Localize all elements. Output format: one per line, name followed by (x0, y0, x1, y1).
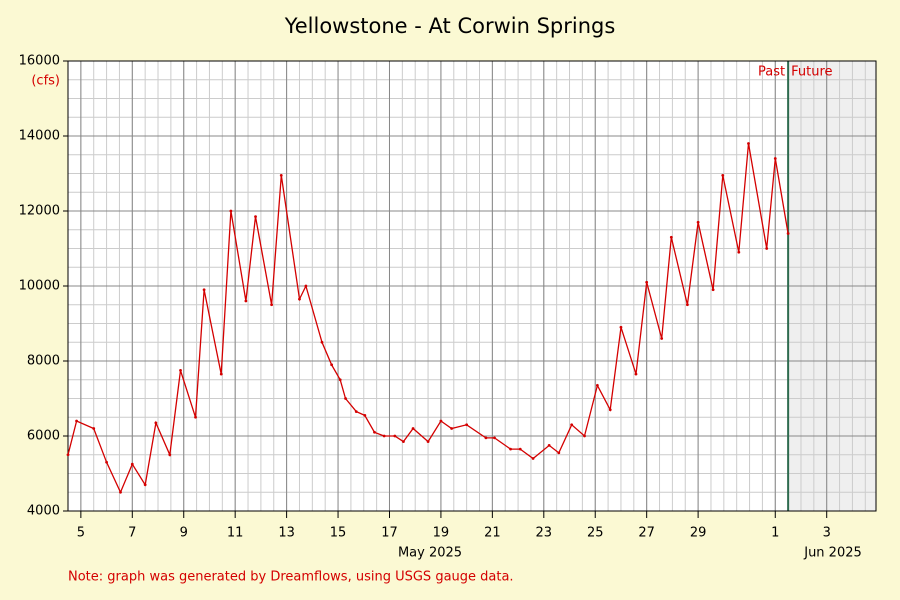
data-point (270, 303, 274, 307)
data-point (583, 434, 586, 438)
data-point (304, 284, 308, 288)
data-point (531, 457, 535, 460)
data-point (696, 220, 700, 224)
y-axis-label: (cfs) (31, 74, 60, 89)
x-tick-label: 27 (638, 526, 655, 541)
data-point (194, 415, 197, 419)
data-point (660, 337, 664, 340)
y-tick-label: 10000 (19, 279, 60, 294)
x-tick-label: 7 (128, 526, 136, 541)
y-tick-label: 12000 (19, 204, 60, 219)
data-point (669, 235, 673, 239)
data-point (320, 340, 324, 344)
x-tick-label: 25 (587, 526, 604, 541)
note: Note: graph was generated by Dreamflows,… (68, 570, 514, 585)
x-tick-label: 15 (330, 526, 347, 541)
x-tick-label: 13 (278, 526, 295, 541)
data-point (363, 413, 367, 417)
data-point (202, 288, 206, 292)
data-point (595, 383, 599, 387)
x-tick-label: 29 (690, 526, 707, 541)
chart-title: Yellowstone - At Corwin Springs (284, 14, 616, 38)
data-point (338, 378, 342, 382)
data-point (92, 427, 96, 430)
data-point (518, 447, 522, 451)
data-point (130, 462, 134, 466)
data-point (143, 483, 147, 487)
data-point (608, 408, 612, 412)
x-group-label: Jun 2025 (803, 546, 862, 561)
data-point (747, 142, 750, 145)
data-point (634, 372, 638, 376)
data-point (493, 436, 496, 440)
y-tick-label: 8000 (27, 354, 60, 369)
data-point (393, 434, 397, 438)
x-tick-label: 5 (77, 526, 85, 541)
data-point (402, 440, 405, 444)
data-point (685, 303, 689, 307)
data-point (330, 363, 334, 367)
data-point (168, 453, 172, 457)
data-point (75, 419, 78, 423)
x-tick-label: 3 (823, 526, 831, 541)
data-point (298, 297, 301, 301)
data-point (450, 427, 454, 430)
data-point (244, 299, 248, 303)
data-point (557, 451, 561, 455)
flow-line (67, 143, 789, 494)
data-point (721, 173, 725, 177)
x-tick-label: 9 (180, 526, 188, 541)
data-point (439, 419, 443, 423)
data-point (547, 443, 551, 447)
x-tick-label: 17 (381, 526, 398, 541)
data-point (382, 434, 386, 438)
x-tick-label: 1 (771, 526, 779, 541)
data-point (354, 410, 358, 414)
data-point (279, 173, 283, 177)
x-tick-label: 11 (227, 526, 244, 541)
data-point (773, 157, 777, 160)
data-point (786, 232, 790, 235)
plot-frame (67, 60, 877, 512)
y-tick-label: 4000 (27, 504, 60, 519)
data-point (66, 453, 70, 457)
data-point (619, 325, 623, 329)
data-point (411, 427, 415, 430)
data-point (737, 250, 741, 254)
data-point (154, 421, 158, 425)
data-point (484, 436, 488, 440)
data-point (254, 215, 257, 219)
data-point (219, 372, 223, 376)
x-tick-label: 21 (484, 526, 501, 541)
data-point (229, 209, 233, 213)
x-tick-label: 23 (536, 526, 553, 541)
data-point (645, 280, 649, 284)
data-point (570, 423, 574, 427)
data-point (426, 440, 430, 444)
annotation-past: Past (758, 65, 785, 80)
y-tick-label: 6000 (27, 429, 60, 444)
data-point (509, 447, 512, 451)
data-point (105, 460, 108, 464)
annotation-future: Future (791, 65, 832, 80)
data-point (465, 423, 469, 427)
data-point (179, 368, 182, 372)
x-group-label: May 2025 (398, 546, 462, 561)
data-point (373, 430, 376, 434)
y-tick-label: 14000 (19, 129, 60, 144)
data-point (119, 490, 122, 494)
y-tick-label: 16000 (19, 54, 60, 69)
data-point (711, 288, 715, 292)
x-tick-label: 19 (433, 526, 450, 541)
data-point (344, 397, 347, 400)
data-point (765, 247, 769, 250)
